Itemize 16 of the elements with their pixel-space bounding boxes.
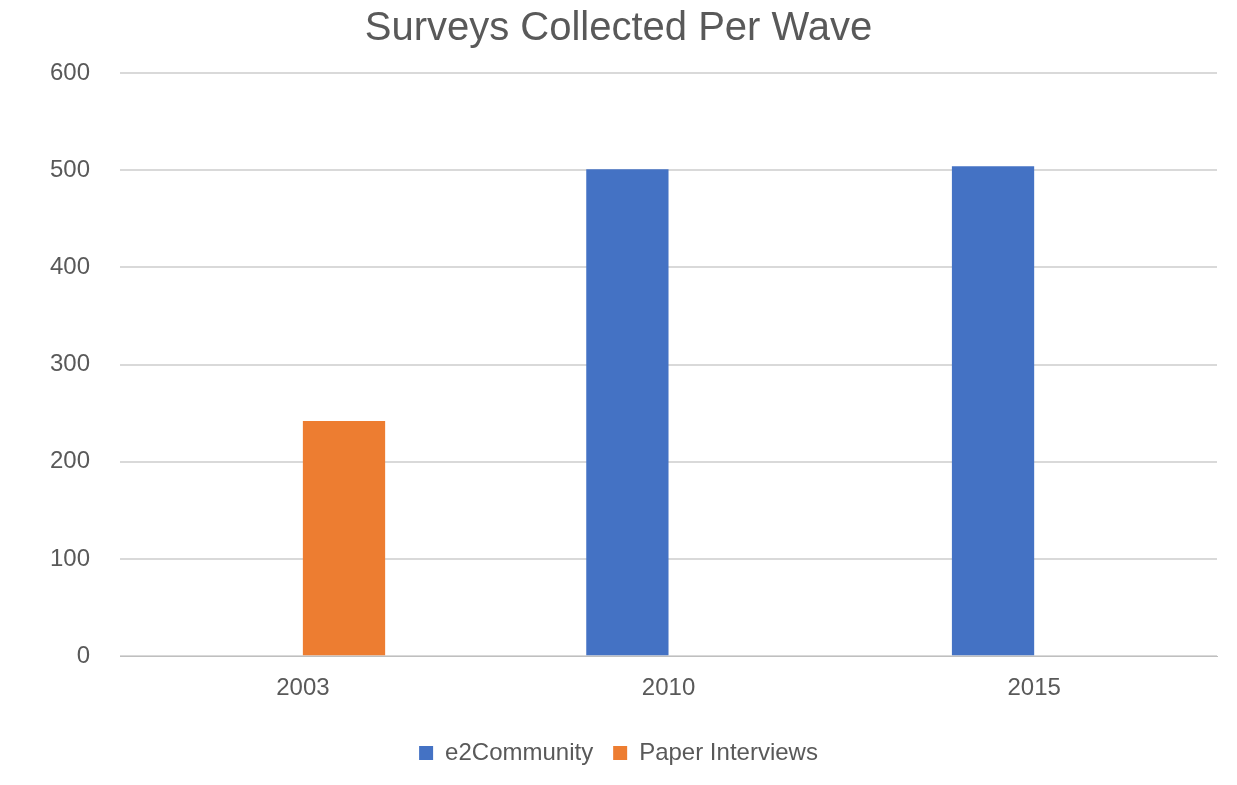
y-tick-label: 0 <box>76 640 91 668</box>
y-tick-label: 100 <box>50 543 91 571</box>
x-tick-label: 2015 <box>1007 673 1061 701</box>
legend-label: Paper Interviews <box>639 737 818 765</box>
y-tick-label: 200 <box>50 446 91 474</box>
y-tick-label: 600 <box>50 57 91 85</box>
chart-title: Surveys Collected Per Wave <box>364 4 873 49</box>
legend-label: e2Community <box>445 737 594 765</box>
y-tick-label: 400 <box>50 252 91 280</box>
y-tick-label: 300 <box>50 349 91 377</box>
x-tick-label: 2003 <box>276 673 330 701</box>
y-tick-label: 500 <box>50 154 91 182</box>
bar <box>951 166 1035 656</box>
bar <box>302 420 386 656</box>
bar <box>586 169 669 656</box>
x-tick-label: 2010 <box>641 673 696 701</box>
